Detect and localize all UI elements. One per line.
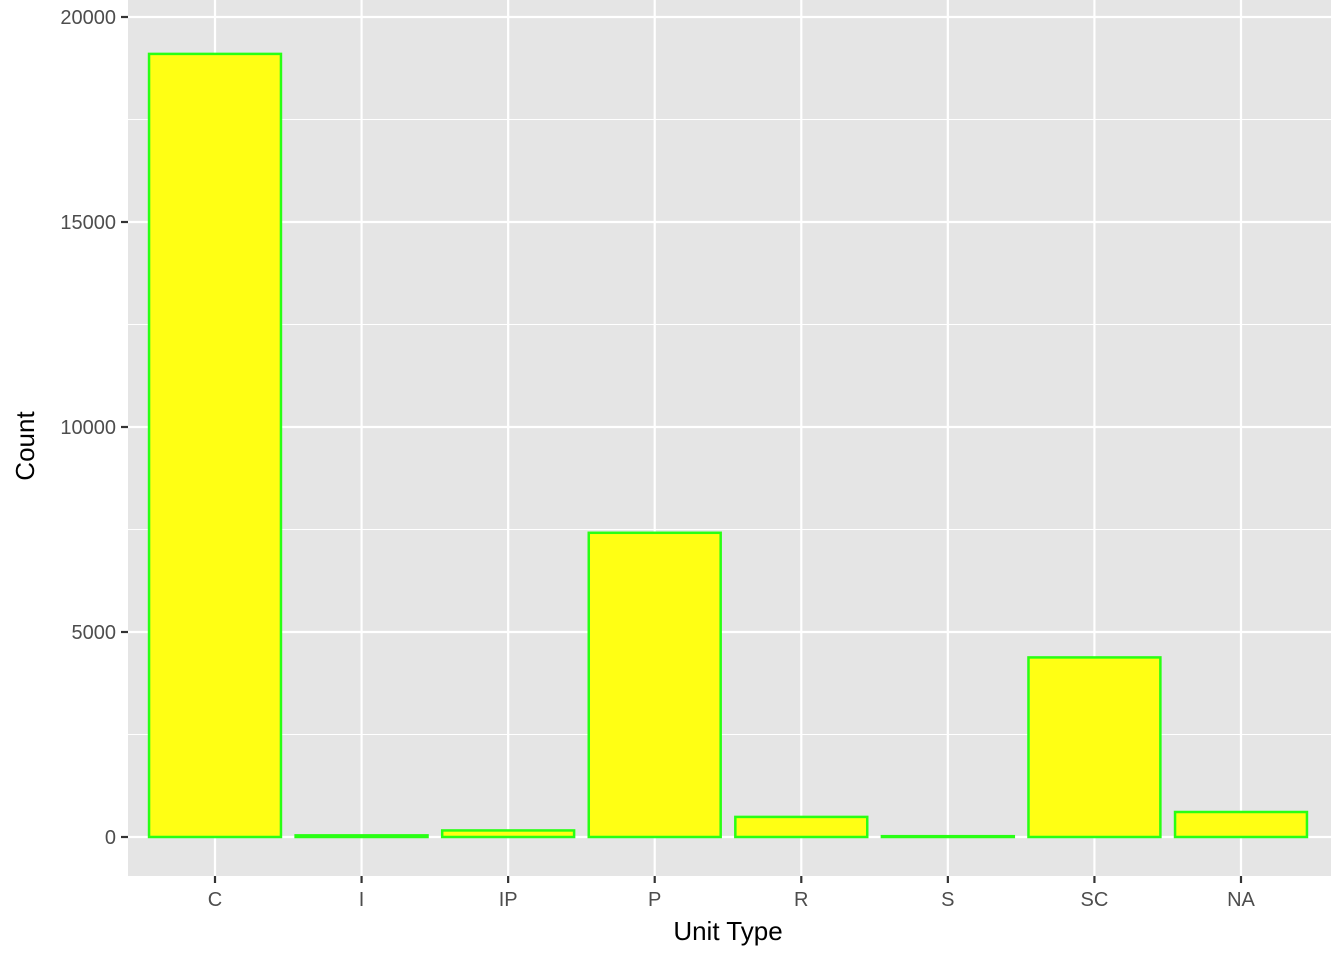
x-tick-label: NA — [1227, 889, 1255, 911]
bar-s — [880, 834, 1016, 839]
x-tick-label: S — [941, 889, 954, 911]
bar-r — [734, 815, 869, 839]
bar-na — [1173, 810, 1309, 839]
x-tick-label: IP — [499, 889, 518, 911]
bars-group — [147, 52, 1309, 839]
bar-c — [147, 52, 283, 839]
x-tick-label: SC — [1081, 889, 1109, 911]
y-tick-label: 20000 — [60, 7, 116, 29]
y-tick-label: 10000 — [60, 417, 116, 439]
x-tick-label: P — [648, 889, 661, 911]
y-tick-label: 15000 — [60, 212, 116, 234]
bar-sc — [1027, 656, 1162, 839]
y-axis-title: Count — [10, 411, 40, 481]
x-axis-title: Unit Type — [673, 916, 782, 946]
x-tick-label: C — [208, 889, 222, 911]
y-axis: 0 5000 10000 15000 20000 — [60, 7, 128, 849]
y-tick-label: 5000 — [72, 622, 117, 644]
bar-p — [587, 531, 722, 839]
x-axis: C I IP P R S SC NA — [208, 876, 1256, 911]
bar-ip — [440, 829, 576, 839]
y-tick-label: 0 — [105, 827, 116, 849]
x-tick-label: R — [794, 889, 808, 911]
x-tick-label: I — [359, 889, 365, 911]
bar-i — [294, 834, 429, 839]
